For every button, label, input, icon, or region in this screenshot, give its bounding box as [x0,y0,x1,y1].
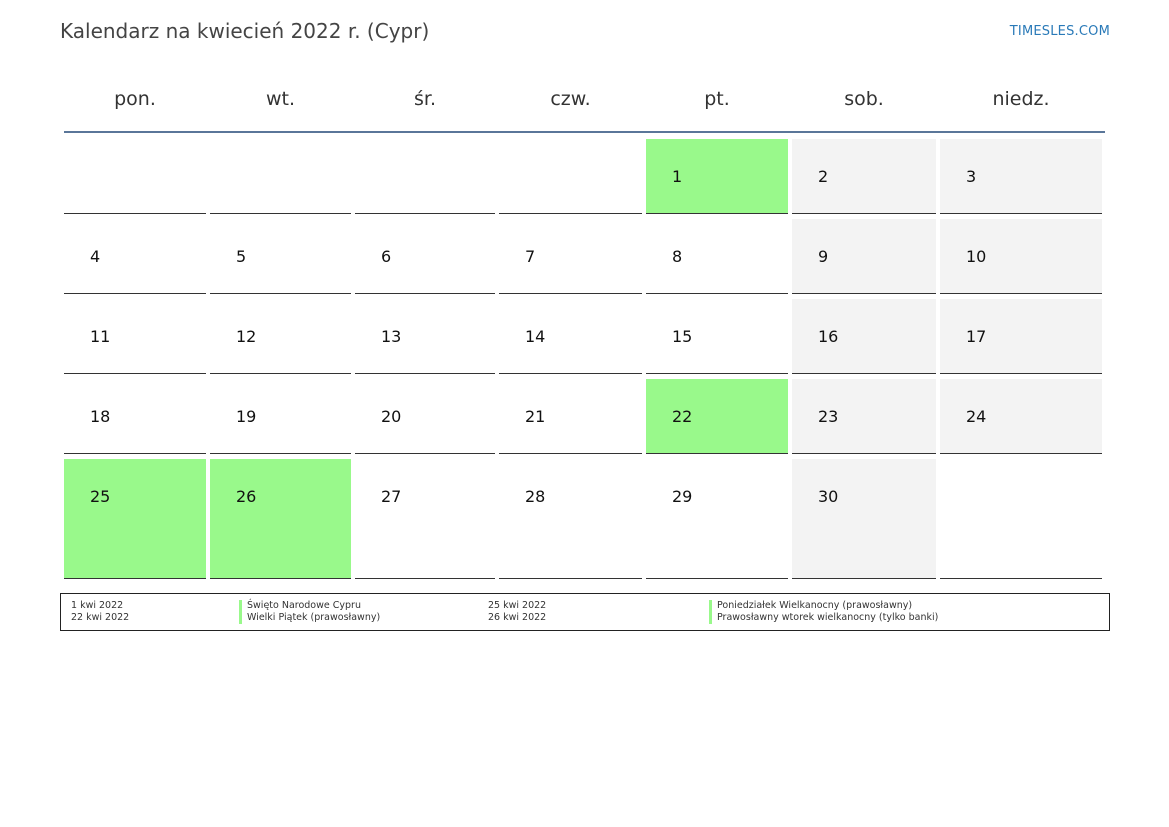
day-number: 10 [966,247,987,266]
day-number: 21 [525,407,546,426]
holiday-day-cell: 25 [64,459,206,579]
day-number: 15 [672,327,693,346]
day-cell: 15 [646,299,788,374]
weekday-label: czw. [550,88,591,110]
day-cell: 13 [355,299,495,374]
day-cell: 21 [499,379,642,454]
day-number: 2 [818,167,829,186]
day-cell: 5 [210,219,351,294]
day-number: 1 [672,167,683,186]
day-cell: 23 [792,379,936,454]
day-cell: 2 [792,139,936,214]
day-cell: 18 [64,379,206,454]
calendar-grid: 1 2 3 4 5 6 7 8 9 10 11 12 13 14 15 16 17 18 19 20 21 22 23 24 2… [64,139,1105,579]
day-cell: 28 [499,459,642,579]
day-cell: 7 [499,219,642,294]
day-cell [355,139,495,214]
holiday-legend: 1 kwi 2022 Święto Narodowe Cypru 22 kwi … [60,593,1110,631]
legend-holiday-name: Prawosławny wtorek wielkanocny (tylko ba… [709,612,938,624]
day-cell: 8 [646,219,788,294]
day-number: 26 [236,487,257,506]
day-cell [64,139,206,214]
day-number: 3 [966,167,977,186]
weekday-label: śr. [413,88,436,110]
day-cell: 6 [355,219,495,294]
day-number: 7 [525,247,536,266]
weekday-label: pt. [704,88,730,110]
day-number: 20 [381,407,402,426]
weekday-label: wt. [265,88,296,110]
day-number: 5 [236,247,247,266]
legend-holiday-name: Święto Narodowe Cypru [239,600,361,612]
site-link[interactable]: TIMESLES.COM [1009,24,1110,39]
day-cell: 10 [940,219,1102,294]
weekday-label: niedz. [992,88,1050,110]
day-cell: 9 [792,219,936,294]
day-cell: 19 [210,379,351,454]
legend-date: 1 kwi 2022 [71,600,124,611]
holiday-day-cell: 26 [210,459,351,579]
day-cell: 16 [792,299,936,374]
day-number: 22 [672,407,693,426]
day-number: 16 [818,327,839,346]
day-number: 13 [381,327,402,346]
day-number: 24 [966,407,987,426]
day-number: 27 [381,487,402,506]
day-number: 25 [90,487,111,506]
day-cell: 11 [64,299,206,374]
day-number: 30 [818,487,839,506]
day-number: 9 [818,247,829,266]
legend-date: 26 kwi 2022 [488,612,547,623]
legend-holiday-name: Poniedziałek Wielkanocny (prawosławny) [709,600,912,612]
day-number: 17 [966,327,987,346]
day-number: 8 [672,247,683,266]
day-cell: 4 [64,219,206,294]
holiday-day-cell: 1 [646,139,788,214]
weekday-header: pon. wt. śr. czw. pt. sob. niedz. [64,70,1105,128]
holiday-day-cell: 22 [646,379,788,454]
legend-holiday-name: Wielki Piątek (prawosławny) [239,612,380,624]
header-divider [64,131,1105,133]
day-cell: 24 [940,379,1102,454]
day-number: 6 [381,247,392,266]
day-number: 14 [525,327,546,346]
weekday-label: sob. [844,88,884,110]
day-cell [499,139,642,214]
legend-date: 25 kwi 2022 [488,600,547,611]
day-cell [210,139,351,214]
day-cell: 3 [940,139,1102,214]
weekday-label: pon. [114,88,156,110]
day-cell: 12 [210,299,351,374]
day-number: 29 [672,487,693,506]
day-number: 12 [236,327,257,346]
day-number: 28 [525,487,546,506]
day-cell: 27 [355,459,495,579]
day-cell: 14 [499,299,642,374]
day-cell: 20 [355,379,495,454]
day-number: 23 [818,407,839,426]
day-cell: 29 [646,459,788,579]
day-number: 18 [90,407,111,426]
day-number: 19 [236,407,257,426]
day-cell: 17 [940,299,1102,374]
day-number: 11 [90,327,111,346]
page-title: Kalendarz na kwiecień 2022 r. (Cypr) [60,19,430,43]
legend-date: 22 kwi 2022 [71,612,130,623]
day-number: 4 [90,247,101,266]
day-cell: 30 [792,459,936,579]
day-cell [940,459,1102,579]
